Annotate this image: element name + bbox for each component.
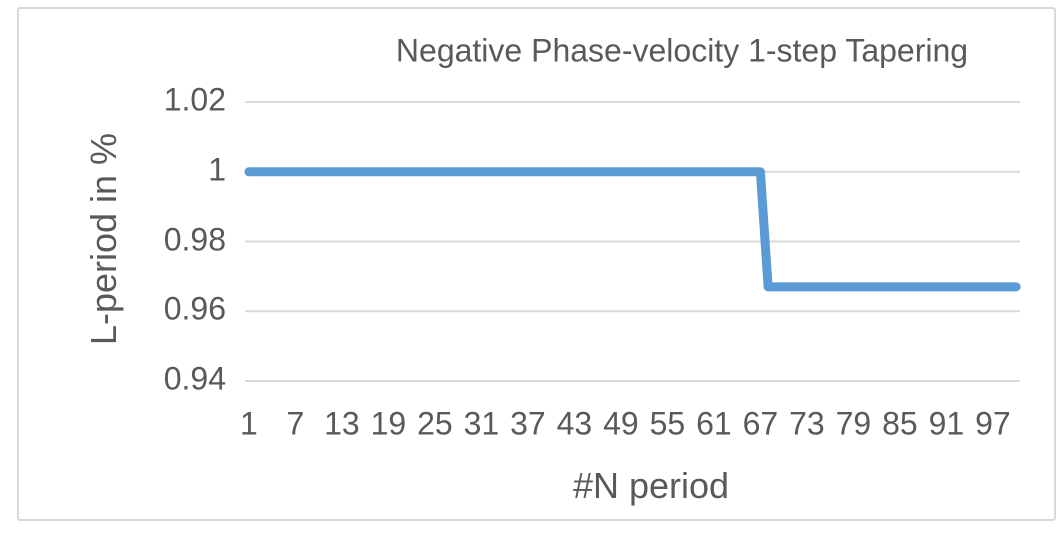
y-axis-tick-label: 1.02	[163, 81, 226, 118]
x-axis-tick-label: 55	[649, 405, 686, 442]
x-axis-tick-label: 97	[975, 405, 1011, 442]
x-axis-tick-label: 67	[742, 405, 779, 442]
y-axis-tick-label: 0.94	[163, 360, 226, 397]
x-axis-tick-label: 19	[370, 405, 407, 442]
y-axis-tick-label: 0.98	[163, 221, 226, 257]
series-line	[244, 167, 1021, 292]
x-axis-tick-label: 25	[417, 405, 453, 442]
y-axis-tick-label: 1	[208, 151, 226, 188]
x-axis-tick-label: 91	[928, 405, 965, 442]
x-axis-tick-label: 7	[286, 405, 305, 442]
x-axis-tick-label: 43	[556, 405, 593, 442]
x-axis-tick-label: 37	[510, 405, 546, 442]
x-axis-tick-label: 13	[324, 405, 360, 442]
plot-area	[244, 101, 1021, 382]
x-axis-tick-label: 79	[835, 405, 872, 442]
x-axis-tick-label: 49	[603, 405, 639, 442]
chart-title: Negative Phase-velocity 1-step Tapering	[395, 32, 969, 69]
x-axis-tick-label: 85	[882, 405, 918, 442]
x-axis-title: #N period	[572, 465, 730, 506]
y-axis-tick-label: 0.96	[163, 290, 226, 327]
x-axis-tick-label: 61	[696, 405, 732, 442]
chart-frame: Negative Phase-velocity 1-step Tapering …	[17, 7, 1056, 521]
x-axis-tick-label: 1	[239, 405, 258, 442]
x-axis-tick-label: 73	[789, 405, 825, 442]
x-axis-tick-label: 31	[463, 405, 500, 442]
